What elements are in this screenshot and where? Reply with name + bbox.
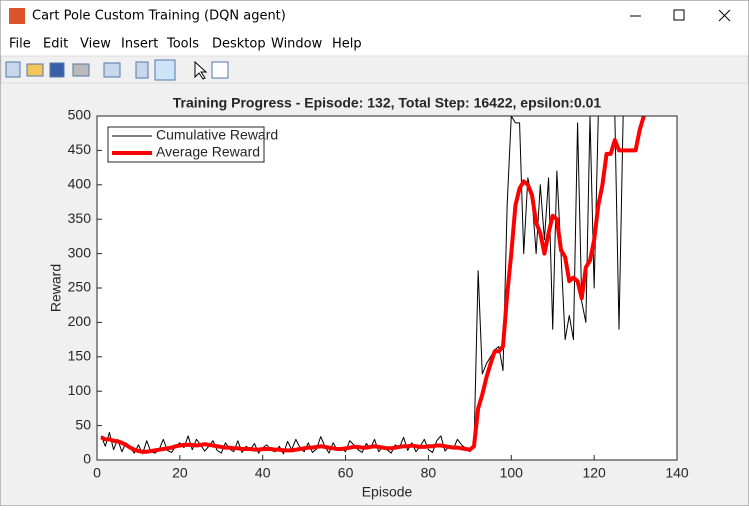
maximize-button[interactable]: [673, 9, 685, 21]
property-icon[interactable]: [211, 61, 229, 79]
y-tick-label: 0: [83, 451, 91, 467]
y-tick-label: 200: [68, 313, 92, 329]
window-title: Cart Pole Custom Training (DQN agent): [32, 9, 286, 24]
legend-label: Cumulative Reward: [156, 127, 278, 143]
close-button[interactable]: [718, 9, 731, 22]
x-tick-label: 20: [172, 465, 188, 481]
y-tick-label: 250: [68, 279, 92, 295]
menu-item[interactable]: Edit: [43, 37, 68, 52]
legend-label: Average Reward: [156, 144, 260, 160]
app-icon: [9, 8, 25, 24]
x-tick-label: 60: [338, 465, 354, 481]
toolbar: [0, 55, 749, 84]
title-bar: [1, 1, 748, 32]
menu-item[interactable]: Tools: [166, 37, 199, 52]
menu-item[interactable]: View: [80, 37, 111, 52]
print-icon[interactable]: [72, 63, 90, 77]
y-tick-label: 150: [68, 348, 92, 364]
menu-group: File Edit View Insert Tools Desktop Window Help: [9, 37, 362, 52]
chart: Training Progress - Episode: 132, Total …: [48, 95, 689, 500]
link-icon[interactable]: [103, 62, 121, 78]
pointer-icon[interactable]: [194, 60, 208, 80]
open-icon[interactable]: [26, 63, 44, 77]
x-tick-label: 0: [93, 465, 101, 481]
y-tick-label: 50: [75, 416, 91, 432]
y-tick-label: 400: [68, 176, 92, 192]
data-line: [100, 116, 646, 454]
axes-box: [96, 115, 678, 461]
x-axis-label: Episode: [362, 484, 413, 500]
plot-area: [97, 116, 677, 460]
chart-title: Training Progress - Episode: 132, Total …: [173, 95, 602, 111]
toolbar-icons: [5, 59, 229, 81]
menu-item[interactable]: Desktop: [212, 37, 266, 52]
legend-icon[interactable]: [154, 59, 176, 81]
y-tick-label: 450: [68, 141, 92, 157]
menu-item[interactable]: Help: [332, 37, 362, 52]
data-line: [100, 116, 644, 455]
y-tick-label: 100: [68, 382, 92, 398]
x-tick-label: 140: [665, 465, 689, 481]
y-axis-label: Reward: [48, 264, 64, 312]
new-icon[interactable]: [5, 61, 21, 78]
y-tick-label: 500: [68, 107, 92, 123]
menu-item[interactable]: File: [9, 37, 31, 52]
legend-box: [107, 126, 265, 163]
menu-item[interactable]: Insert: [121, 37, 158, 52]
menu-bar: [1, 32, 748, 56]
y-tick-label: 350: [68, 210, 92, 226]
y-tick-label: 300: [68, 244, 92, 260]
x-tick-label: 40: [255, 465, 271, 481]
x-tick-label: 120: [582, 465, 606, 481]
colorbar-icon[interactable]: [135, 61, 149, 79]
menu-item[interactable]: Window: [271, 37, 323, 52]
x-tick-label: 80: [421, 465, 437, 481]
x-tick-label: 100: [500, 465, 524, 481]
save-icon[interactable]: [49, 62, 65, 78]
